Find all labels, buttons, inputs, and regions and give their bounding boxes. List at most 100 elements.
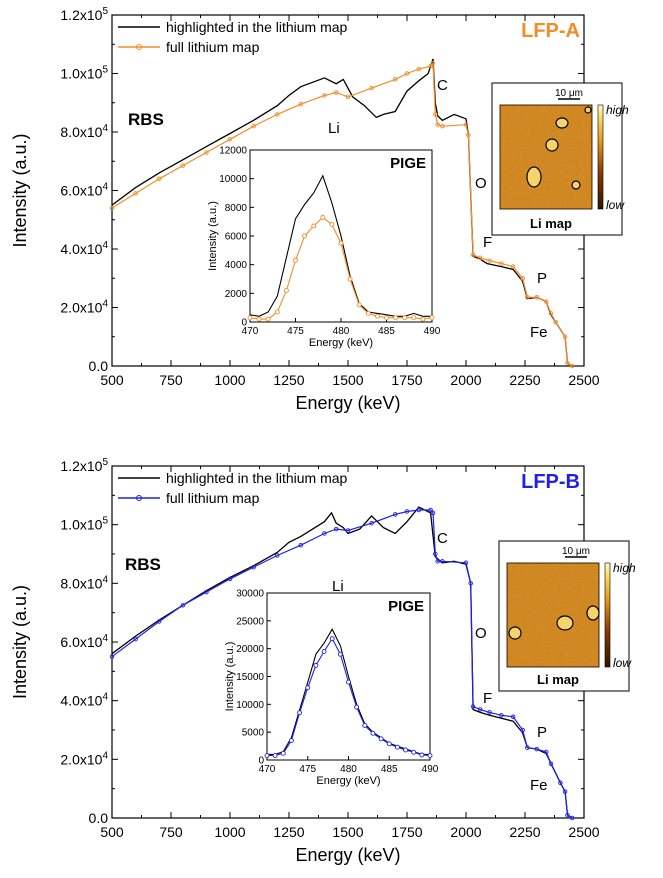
legend-marker xyxy=(136,495,142,501)
y-tick-label: 8.0x104 xyxy=(60,123,108,140)
y-axis-title: Intensity (a.u.) xyxy=(10,133,30,247)
series-marker-full-map xyxy=(369,85,374,91)
inset-series-marker xyxy=(256,316,262,322)
series-marker-full-map xyxy=(333,526,339,532)
series-marker-full-map xyxy=(520,727,525,733)
x-tick-label: 2000 xyxy=(450,824,481,840)
series-marker-full-map xyxy=(322,93,327,98)
y-tick-label: 1.0x105 xyxy=(60,65,108,82)
inset-series-marker xyxy=(313,662,319,668)
inset-y-axis-title: Intensity (a.u.) xyxy=(207,201,219,271)
inset-x-tick-label: 475 xyxy=(287,326,304,337)
series-marker-full-map xyxy=(133,636,138,642)
li-map-caption: Li map xyxy=(537,672,579,687)
series-marker-full-map xyxy=(435,559,440,564)
li-map-grain-outline xyxy=(555,117,569,129)
inset-series-marker xyxy=(378,736,384,742)
series-marker-full-map xyxy=(499,713,504,718)
colorbar xyxy=(604,562,611,668)
x-axis-title: Energy (keV) xyxy=(295,393,400,413)
inset-series-marker xyxy=(370,730,376,736)
y-axis-title: Intensity (a.u.) xyxy=(10,585,30,699)
inset-series-marker xyxy=(320,214,326,220)
annotation-fe: Fe xyxy=(530,324,548,341)
li-map-inset: 10 μm high low Li map xyxy=(491,82,629,236)
y-tick-label: 4.0x104 xyxy=(60,240,108,257)
inset-x-tick-label: 475 xyxy=(299,764,316,775)
series-marker-full-map xyxy=(416,507,422,513)
inset-y-tick-label: 25000 xyxy=(236,616,264,627)
series-marker-full-map xyxy=(298,542,304,548)
inset-y-tick-label: 0 xyxy=(258,756,264,767)
series-marker-full-map xyxy=(569,363,575,369)
inset-series-marker xyxy=(427,753,433,758)
x-tick-label: 2000 xyxy=(450,372,481,388)
inset-series-marker xyxy=(386,741,392,747)
x-tick-label: 500 xyxy=(100,824,124,840)
colorbar-low-label: low xyxy=(613,656,632,670)
annotation-c: C xyxy=(437,77,448,94)
panel-lfp-a: 500 750 1000 1250 1500 1750 2000 2250 2500 0.0 2.0… xyxy=(10,6,629,413)
y-tick-label: 0.0 xyxy=(89,810,109,826)
inset-series-marker xyxy=(321,649,327,654)
y-tick-label: 1.2x105 xyxy=(60,457,108,474)
li-map-grain-outline xyxy=(556,615,574,631)
inset-series-marker xyxy=(411,749,417,755)
inset-series-marker xyxy=(289,738,294,743)
series-marker-full-map xyxy=(227,137,233,142)
series-marker-full-map xyxy=(416,66,422,72)
x-tick-label: 1750 xyxy=(391,372,422,388)
annotation-rbs: RBS xyxy=(125,555,161,574)
series-marker-full-map xyxy=(470,252,476,258)
series-line-full-map xyxy=(111,509,573,819)
series-marker-full-map xyxy=(470,704,476,709)
inset-series-marker xyxy=(280,750,286,756)
inset-x-tick-label: 490 xyxy=(424,326,441,337)
inset-series-marker xyxy=(420,316,426,322)
series-marker-full-map xyxy=(156,619,162,624)
inset-y-tick-label: 2000 xyxy=(225,289,248,300)
annotation-p: P xyxy=(537,270,547,287)
series-marker-full-map xyxy=(440,123,445,129)
series-marker-full-map xyxy=(487,258,492,263)
series-marker-full-map xyxy=(109,205,115,211)
colorbar-high-label: high xyxy=(606,103,629,117)
li-map-grain-outline xyxy=(584,106,592,114)
series-marker-full-map xyxy=(180,603,186,608)
legend-label: full lithium map xyxy=(166,490,260,506)
series-marker-full-map xyxy=(433,112,438,117)
inset-series-marker xyxy=(302,233,308,239)
series-marker-full-map xyxy=(510,264,516,269)
inset-series-marker xyxy=(419,752,425,758)
series-marker-full-map xyxy=(430,510,436,516)
y-tick-label: 2.0x104 xyxy=(60,750,108,767)
series-marker-full-map xyxy=(392,77,398,82)
series-marker-full-map xyxy=(392,512,398,517)
series-marker-full-map xyxy=(534,746,540,752)
series-marker-full-map xyxy=(274,553,280,558)
series-marker-full-map xyxy=(558,780,563,786)
series-marker-full-map xyxy=(428,63,433,69)
inset-x-tick-label: 470 xyxy=(242,326,259,337)
series-marker-full-map xyxy=(468,581,473,586)
inset-series-marker xyxy=(337,651,343,657)
legend-label: highlighted in the lithium map xyxy=(166,470,348,486)
inset-series-marker xyxy=(346,679,351,685)
x-tick-label: 500 xyxy=(100,372,124,388)
series-marker-full-map xyxy=(404,71,410,76)
inset-series-marker xyxy=(247,315,253,321)
x-tick-label: 2500 xyxy=(568,824,599,840)
inset-series-marker xyxy=(393,315,399,321)
y-tick-label: 2.0x104 xyxy=(60,299,108,316)
li-map-caption: Li map xyxy=(530,216,572,231)
li-map-grain-outline xyxy=(508,626,522,640)
series-marker-full-map xyxy=(565,812,570,818)
colorbar xyxy=(597,104,604,210)
series-marker-full-map xyxy=(430,61,436,66)
x-tick-label: 1000 xyxy=(214,372,245,388)
series-marker-full-map xyxy=(525,745,530,750)
inset-pige: 470 475 480 485 490 0 2000 4000 6000 8000 10000 120… xyxy=(207,146,441,350)
series-marker-full-map xyxy=(510,714,516,720)
inset-series-marker xyxy=(329,636,335,642)
series-marker-full-map xyxy=(466,132,471,138)
